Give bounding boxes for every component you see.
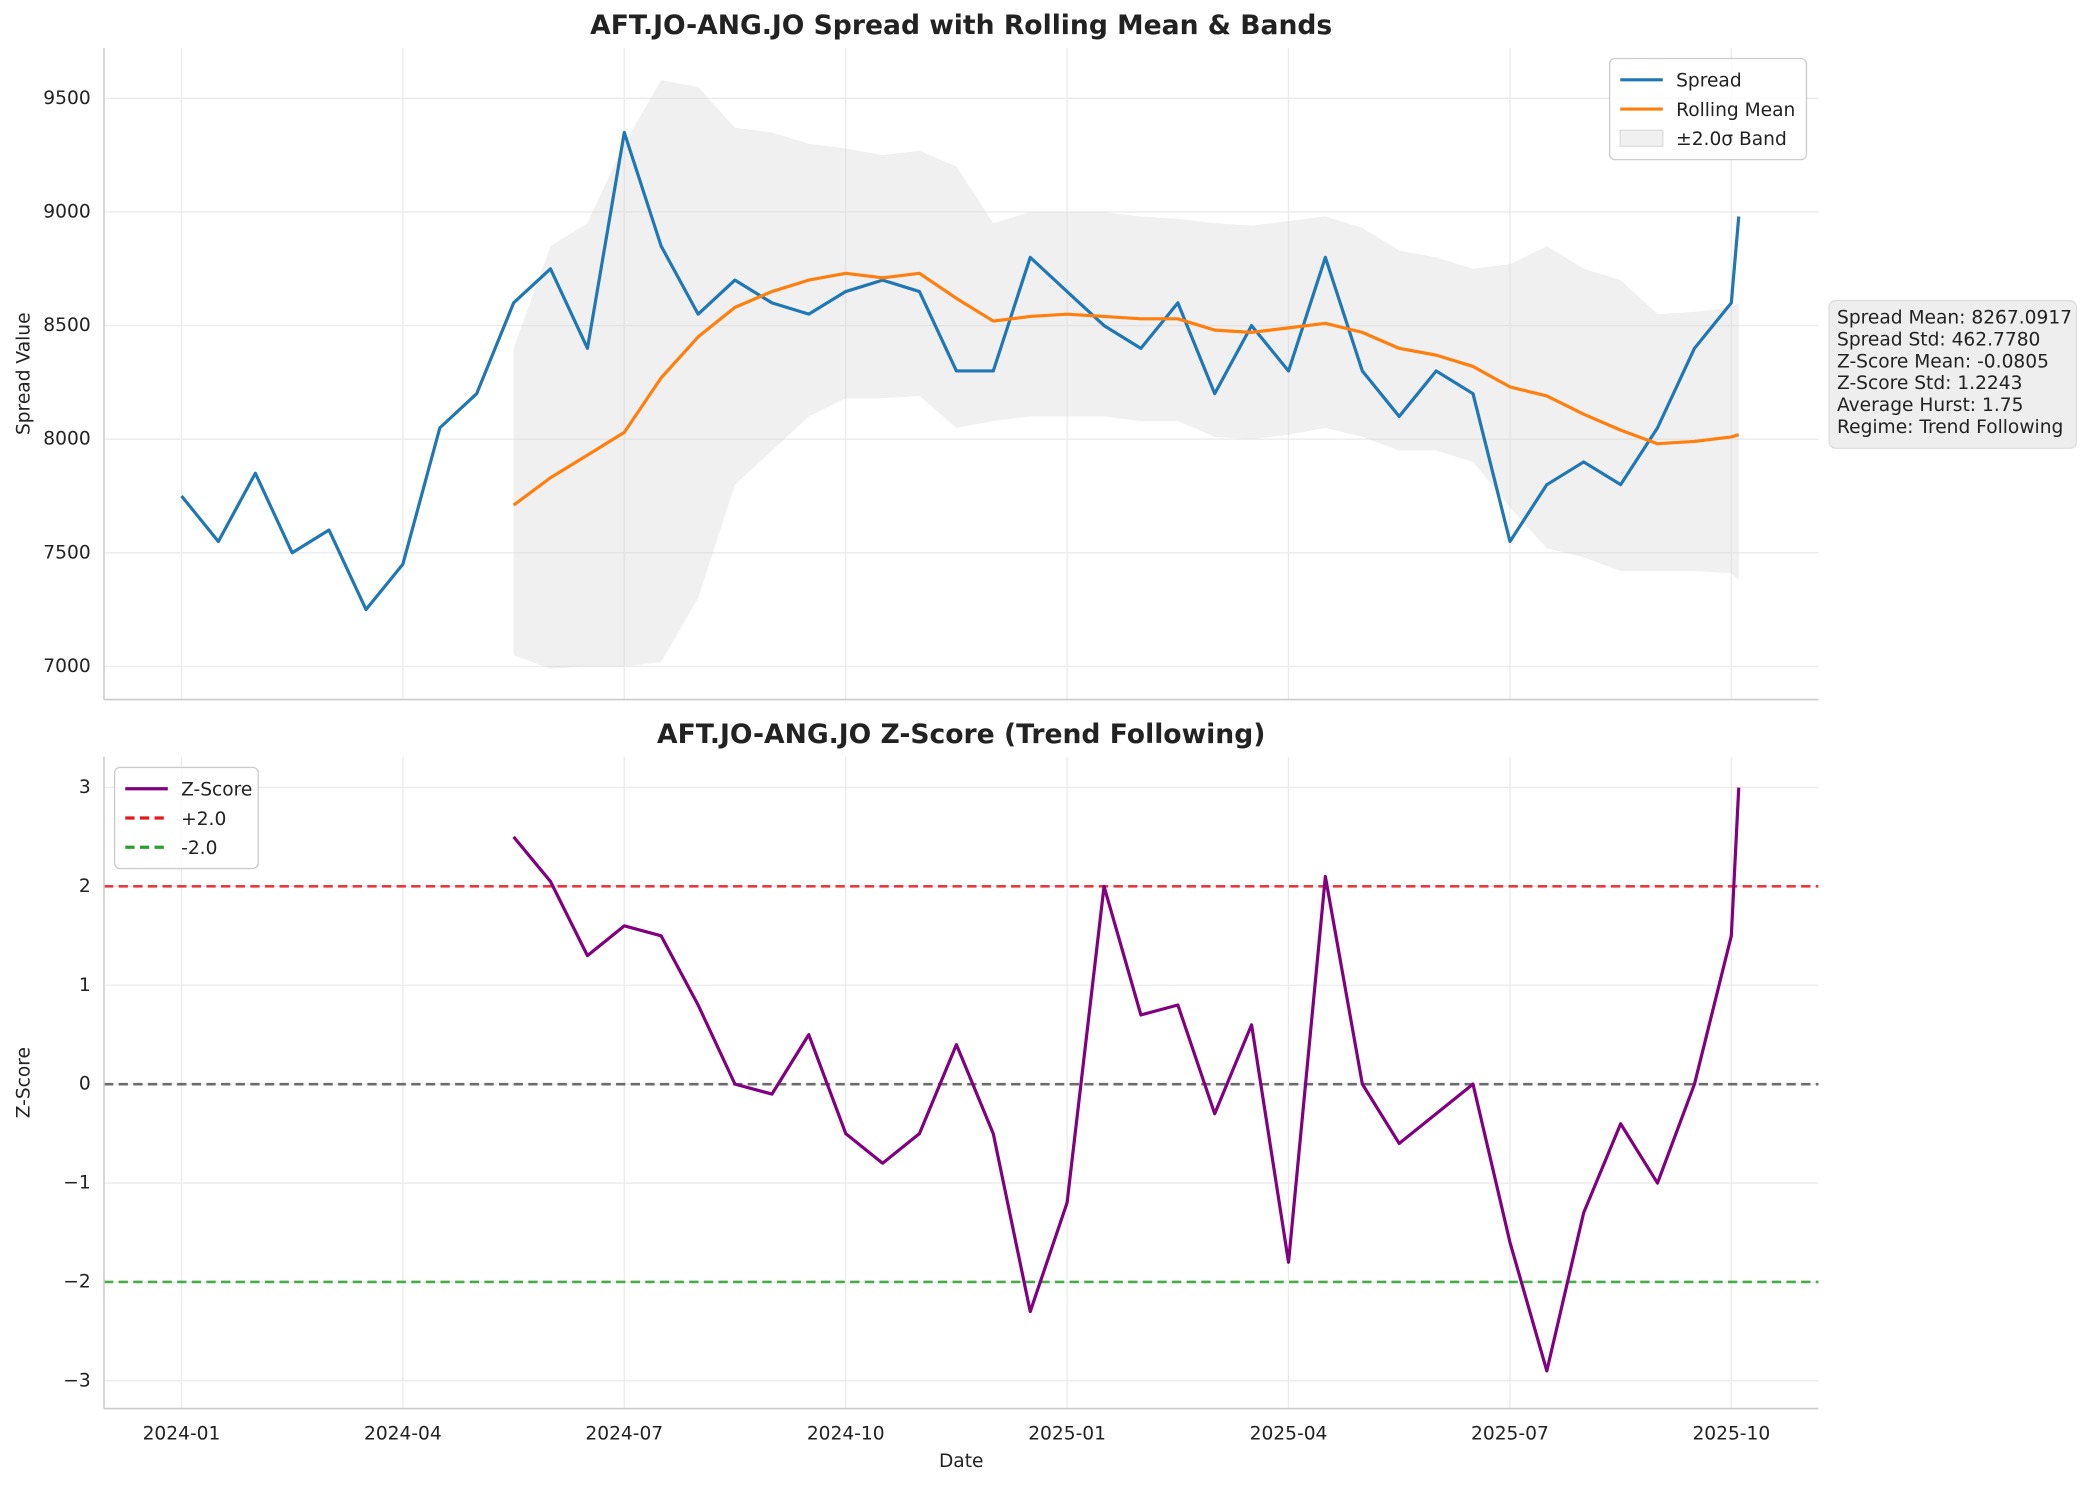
stats-line: Z-Score Mean: -0.0805 [1837, 351, 2049, 372]
legend: Spread Rolling Mean ±2.0σ Band [1608, 57, 1808, 161]
y-tick-label: 0 [79, 1074, 91, 1095]
y-tick-label: 8500 [43, 315, 90, 336]
legend-box [113, 766, 259, 870]
y-axis-label: Spread Value [14, 312, 35, 435]
y-tick-label: 7500 [43, 542, 90, 563]
x-tick-label: 2024-04 [364, 1423, 442, 1444]
legend-label: ±2.0σ Band [1676, 129, 1787, 150]
x-tick-label: 2025-07 [1471, 1423, 1549, 1444]
chart-title: AFT.JO-ANG.JO Z-Score (Trend Following) [657, 719, 1265, 750]
legend-label: Rolling Mean [1676, 100, 1795, 121]
legend: Z-Score +2.0 -2.0 [113, 766, 259, 870]
stats-line: Regime: Trend Following [1837, 417, 2063, 438]
y-tick-label: −2 [63, 1271, 90, 1292]
x-tick-label: 2025-10 [1692, 1423, 1770, 1444]
stats-line: Spread Mean: 8267.0917 [1837, 307, 2072, 328]
legend-box [1608, 57, 1808, 161]
series-line [512, 271, 1740, 507]
x-tick-label: 2025-04 [1250, 1423, 1328, 1444]
chart-title: AFT.JO-ANG.JO Spread with Rolling Mean &… [590, 10, 1332, 41]
y-tick-label: 9500 [43, 88, 90, 109]
series-line [180, 130, 1741, 612]
legend-swatch [1619, 129, 1664, 147]
y-tick-label: 2 [79, 876, 91, 897]
legend-label: Z-Score [181, 780, 252, 801]
stats-line: Spread Std: 462.7780 [1837, 329, 2040, 350]
y-tick-label: 7000 [43, 656, 90, 677]
y-tick-label: −3 [63, 1370, 90, 1391]
y-tick-label: 8000 [43, 429, 90, 450]
x-tick-label: 2024-01 [143, 1423, 221, 1444]
x-axis-label: Date [939, 1451, 983, 1472]
y-axis-label: Z-Score [14, 1047, 35, 1118]
series-line [512, 787, 1741, 1373]
x-tick-label: 2025-01 [1028, 1423, 1106, 1444]
x-tick-label: 2024-07 [585, 1423, 663, 1444]
legend-label: Spread [1676, 71, 1742, 92]
y-tick-label: −1 [63, 1173, 90, 1194]
stats-box-bg [1828, 299, 2078, 449]
band [513, 80, 1739, 669]
y-tick-label: 1 [79, 975, 91, 996]
stats-line: Z-Score Std: 1.2243 [1837, 373, 2022, 394]
legend-label: +2.0 [181, 809, 226, 830]
y-tick-label: 3 [79, 777, 91, 798]
y-tick-label: 9000 [43, 201, 90, 222]
stats-line: Average Hurst: 1.75 [1837, 395, 2023, 416]
legend-label: -2.0 [181, 838, 217, 859]
x-tick-label: 2024-10 [807, 1423, 885, 1444]
